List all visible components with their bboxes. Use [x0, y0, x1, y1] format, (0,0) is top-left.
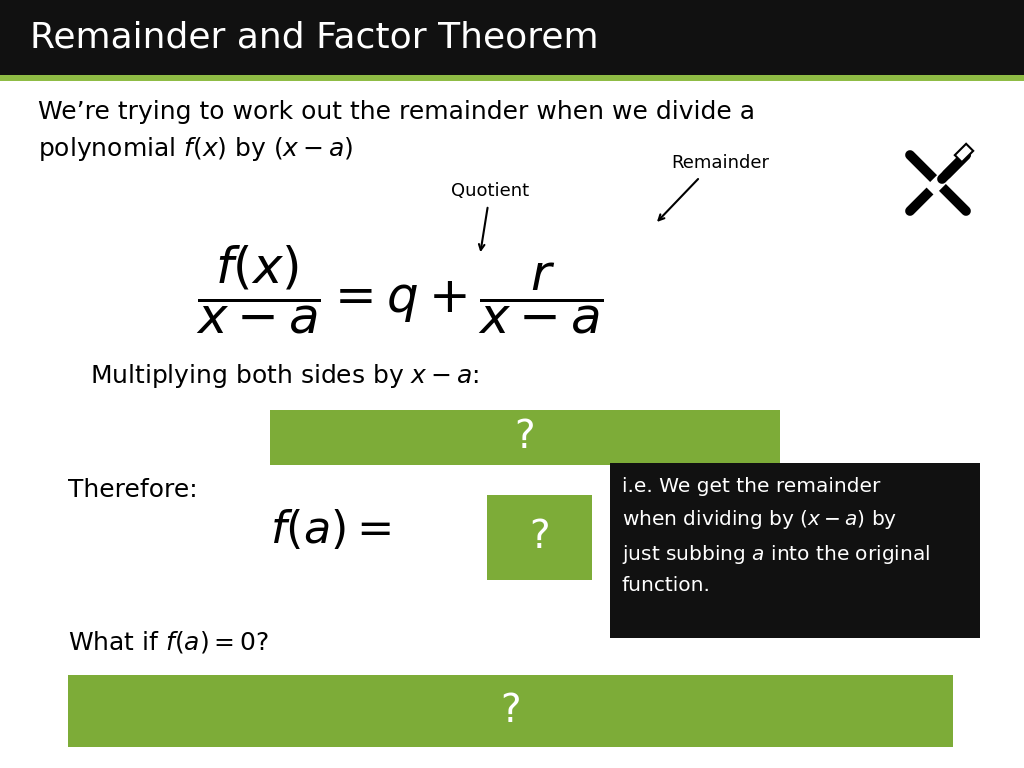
- Bar: [610, 463, 980, 638]
- Bar: [0, 0, 1024, 75]
- Text: $\dfrac{f(x)}{x - a} = q + \dfrac{r}{x - a}$: $\dfrac{f(x)}{x - a} = q + \dfrac{r}{x -…: [197, 243, 603, 336]
- Text: Quotient: Quotient: [451, 182, 529, 200]
- Text: Multiplying both sides by $x - a$:: Multiplying both sides by $x - a$:: [90, 362, 479, 390]
- Text: i.e. We get the remainder
when dividing by $(x - a)$ by
just subbing $a$ into th: i.e. We get the remainder when dividing …: [622, 477, 930, 595]
- Bar: [68, 675, 953, 747]
- Bar: [487, 495, 592, 580]
- Bar: [270, 410, 780, 465]
- Text: polynomial $f(x)$ by $(x - a)$: polynomial $f(x)$ by $(x - a)$: [38, 135, 353, 163]
- Text: ?: ?: [500, 692, 521, 730]
- Text: We’re trying to work out the remainder when we divide a: We’re trying to work out the remainder w…: [38, 100, 755, 124]
- Text: ?: ?: [515, 419, 536, 456]
- Bar: [954, 144, 973, 162]
- Text: Remainder: Remainder: [671, 154, 769, 172]
- Text: Remainder and Factor Theorem: Remainder and Factor Theorem: [30, 21, 599, 55]
- Text: Therefore:: Therefore:: [68, 478, 198, 502]
- Text: What if $f(a) = 0$?: What if $f(a) = 0$?: [68, 629, 269, 655]
- Text: $f(a) = $: $f(a) = $: [270, 508, 391, 552]
- Bar: [0, 75, 1024, 81]
- Text: ?: ?: [529, 518, 550, 557]
